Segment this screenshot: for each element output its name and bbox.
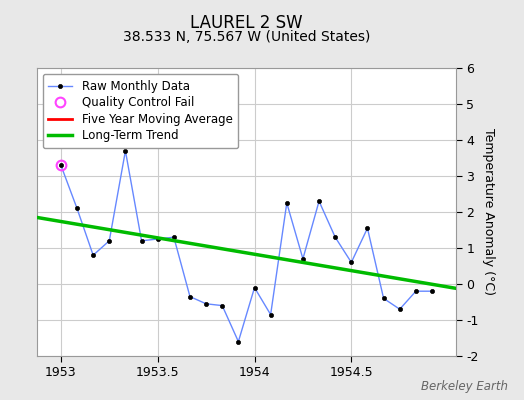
Text: LAUREL 2 SW: LAUREL 2 SW	[190, 14, 302, 32]
Raw Monthly Data	[122, 148, 128, 153]
Raw Monthly Data	[58, 163, 64, 168]
Line: Raw Monthly Data: Raw Monthly Data	[59, 149, 434, 344]
Raw Monthly Data	[252, 285, 258, 290]
Raw Monthly Data	[332, 235, 339, 240]
Raw Monthly Data	[203, 302, 209, 306]
Raw Monthly Data	[235, 339, 242, 344]
Y-axis label: Temperature Anomaly (°C): Temperature Anomaly (°C)	[482, 128, 495, 296]
Raw Monthly Data	[348, 260, 354, 265]
Text: Berkeley Earth: Berkeley Earth	[421, 380, 508, 393]
Raw Monthly Data	[267, 312, 274, 317]
Raw Monthly Data	[155, 236, 161, 241]
Raw Monthly Data	[380, 296, 387, 301]
Text: 38.533 N, 75.567 W (United States): 38.533 N, 75.567 W (United States)	[123, 30, 370, 44]
Raw Monthly Data	[106, 238, 113, 243]
Raw Monthly Data	[171, 235, 177, 240]
Raw Monthly Data	[219, 303, 225, 308]
Raw Monthly Data	[300, 256, 306, 261]
Raw Monthly Data	[316, 199, 322, 204]
Raw Monthly Data	[283, 201, 290, 206]
Raw Monthly Data	[429, 289, 435, 294]
Raw Monthly Data	[74, 206, 80, 211]
Raw Monthly Data	[187, 294, 193, 299]
Raw Monthly Data	[397, 307, 403, 312]
Legend: Raw Monthly Data, Quality Control Fail, Five Year Moving Average, Long-Term Tren: Raw Monthly Data, Quality Control Fail, …	[42, 74, 238, 148]
Raw Monthly Data	[413, 289, 419, 294]
Raw Monthly Data	[90, 253, 96, 258]
Raw Monthly Data	[138, 238, 145, 243]
Raw Monthly Data	[364, 226, 370, 230]
